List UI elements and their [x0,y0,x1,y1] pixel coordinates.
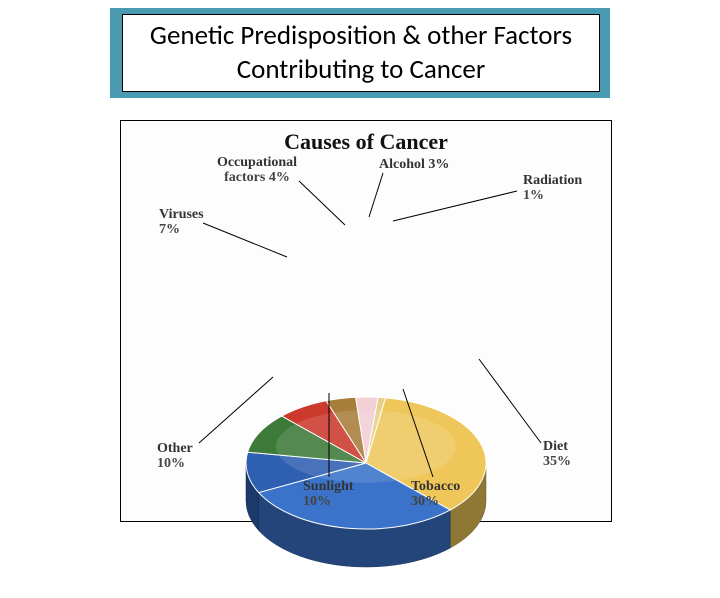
label-radiation-name: Radiation [523,173,582,188]
label-diet: Diet35% [543,439,571,470]
label-occupational-name: Occupational [217,155,297,170]
chart-container: Causes of Cancer Occupationalfactors 4% A… [120,120,612,522]
label-occupational: Occupationalfactors 4% [217,155,297,186]
label-alcohol: Alcohol 3% [379,157,449,172]
header-banner: Genetic Predisposition & other Factors C… [110,8,610,98]
pie-chart [206,333,526,598]
chart-title: Causes of Cancer [121,129,611,155]
label-sunlight-name: Sunlight [303,479,354,494]
label-tobacco-name: Tobacco [411,479,460,494]
label-radiation-value: 1% [523,188,582,203]
label-other: Other10% [157,441,193,472]
label-tobacco: Tobacco30% [411,479,460,510]
header-title: Genetic Predisposition & other Factors C… [129,19,593,87]
label-diet-value: 35% [543,454,571,469]
label-other-name: Other [157,441,193,456]
label-viruses-value: 7% [159,222,204,237]
label-radiation: Radiation1% [523,173,582,204]
label-sunlight: Sunlight10% [303,479,354,510]
label-tobacco-value: 30% [411,494,460,509]
label-other-value: 10% [157,456,193,471]
label-sunlight-value: 10% [303,494,354,509]
label-viruses-name: Viruses [159,207,204,222]
label-occupational-value: factors 4% [217,170,297,185]
label-alcohol-name: Alcohol 3% [379,157,449,172]
header-title-box: Genetic Predisposition & other Factors C… [122,14,600,92]
label-diet-name: Diet [543,439,571,454]
label-viruses: Viruses7% [159,207,204,238]
